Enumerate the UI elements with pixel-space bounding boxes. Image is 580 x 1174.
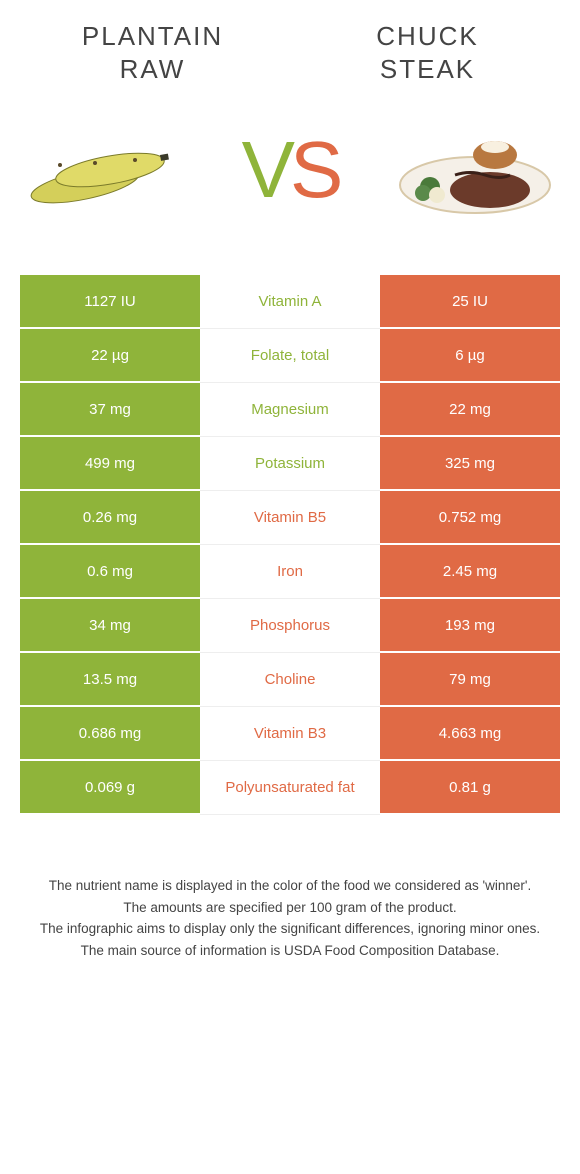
table-row: 0.069 gPolyunsaturated fat0.81 g	[20, 761, 560, 815]
hero-row: VS	[15, 115, 565, 225]
footer-notes: The nutrient name is displayed in the co…	[15, 875, 565, 961]
footer-line-2: The amounts are specified per 100 gram o…	[35, 897, 545, 919]
footer-line-4: The main source of information is USDA F…	[35, 940, 545, 962]
right-value: 4.663 mg	[380, 707, 560, 761]
left-title: PLANTAINRAW	[15, 20, 290, 85]
left-value: 13.5 mg	[20, 653, 200, 707]
left-value: 37 mg	[20, 383, 200, 437]
right-title: CHUCKSTEAK	[290, 20, 565, 85]
table-row: 1127 IUVitamin A25 IU	[20, 275, 560, 329]
table-row: 22 µgFolate, total6 µg	[20, 329, 560, 383]
steak-icon	[395, 115, 555, 225]
nutrient-name: Vitamin A	[200, 275, 380, 329]
right-value: 0.752 mg	[380, 491, 560, 545]
left-value: 499 mg	[20, 437, 200, 491]
right-value: 25 IU	[380, 275, 560, 329]
plantain-icon	[25, 115, 185, 225]
left-value: 22 µg	[20, 329, 200, 383]
table-row: 499 mgPotassium325 mg	[20, 437, 560, 491]
footer-line-3: The infographic aims to display only the…	[35, 918, 545, 940]
nutrient-name: Iron	[200, 545, 380, 599]
comparison-table: 1127 IUVitamin A25 IU22 µgFolate, total6…	[20, 275, 560, 815]
left-value: 1127 IU	[20, 275, 200, 329]
vs-label: VS	[242, 124, 339, 216]
nutrient-name: Choline	[200, 653, 380, 707]
table-row: 34 mgPhosphorus193 mg	[20, 599, 560, 653]
right-value: 22 mg	[380, 383, 560, 437]
table-row: 0.26 mgVitamin B50.752 mg	[20, 491, 560, 545]
right-value: 193 mg	[380, 599, 560, 653]
right-value: 6 µg	[380, 329, 560, 383]
nutrient-name: Magnesium	[200, 383, 380, 437]
titles-row: PLANTAINRAW CHUCKSTEAK	[15, 20, 565, 85]
nutrient-name: Folate, total	[200, 329, 380, 383]
footer-line-1: The nutrient name is displayed in the co…	[35, 875, 545, 897]
vs-s: S	[290, 125, 338, 214]
left-value: 34 mg	[20, 599, 200, 653]
nutrient-name: Potassium	[200, 437, 380, 491]
right-value: 0.81 g	[380, 761, 560, 815]
table-row: 37 mgMagnesium22 mg	[20, 383, 560, 437]
right-value: 79 mg	[380, 653, 560, 707]
right-value: 325 mg	[380, 437, 560, 491]
right-value: 2.45 mg	[380, 545, 560, 599]
left-value: 0.069 g	[20, 761, 200, 815]
table-row: 0.6 mgIron2.45 mg	[20, 545, 560, 599]
nutrient-name: Phosphorus	[200, 599, 380, 653]
nutrient-name: Polyunsaturated fat	[200, 761, 380, 815]
left-value: 0.6 mg	[20, 545, 200, 599]
table-row: 0.686 mgVitamin B34.663 mg	[20, 707, 560, 761]
vs-v: V	[242, 125, 290, 214]
left-value: 0.686 mg	[20, 707, 200, 761]
table-row: 13.5 mgCholine79 mg	[20, 653, 560, 707]
nutrient-name: Vitamin B3	[200, 707, 380, 761]
nutrient-name: Vitamin B5	[200, 491, 380, 545]
left-value: 0.26 mg	[20, 491, 200, 545]
